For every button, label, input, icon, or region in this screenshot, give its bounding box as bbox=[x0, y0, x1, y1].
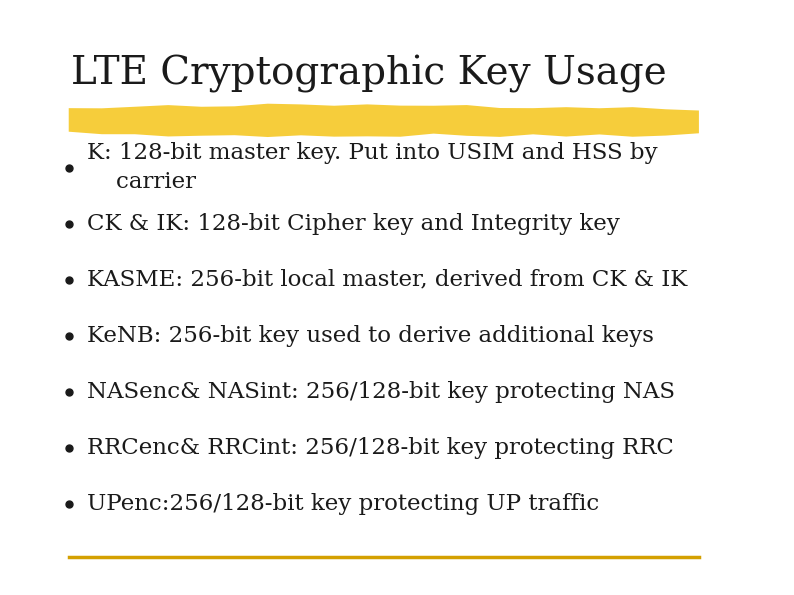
Text: NASenc& NASint: 256/128-bit key protecting NAS: NASenc& NASint: 256/128-bit key protecti… bbox=[87, 381, 675, 403]
Text: CK & IK: 128-bit Cipher key and Integrity key: CK & IK: 128-bit Cipher key and Integrit… bbox=[87, 213, 620, 235]
Polygon shape bbox=[69, 104, 699, 137]
Text: LTE Cryptographic Key Usage: LTE Cryptographic Key Usage bbox=[71, 55, 667, 92]
Text: K: 128-bit master key. Put into USIM and HSS by
    carrier: K: 128-bit master key. Put into USIM and… bbox=[87, 142, 657, 193]
Text: KASME: 256-bit local master, derived from CK & IK: KASME: 256-bit local master, derived fro… bbox=[87, 269, 688, 291]
Text: RRCenc& RRCint: 256/128-bit key protecting RRC: RRCenc& RRCint: 256/128-bit key protecti… bbox=[87, 437, 674, 459]
Text: UPenc:256/128-bit key protecting UP traffic: UPenc:256/128-bit key protecting UP traf… bbox=[87, 493, 599, 515]
Text: KeNB: 256-bit key used to derive additional keys: KeNB: 256-bit key used to derive additio… bbox=[87, 325, 654, 347]
